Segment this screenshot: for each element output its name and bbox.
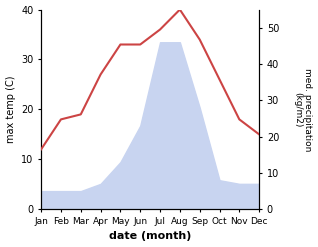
X-axis label: date (month): date (month) xyxy=(109,231,191,242)
Y-axis label: med. precipitation
(kg/m2): med. precipitation (kg/m2) xyxy=(293,68,313,151)
Y-axis label: max temp (C): max temp (C) xyxy=(5,76,16,143)
